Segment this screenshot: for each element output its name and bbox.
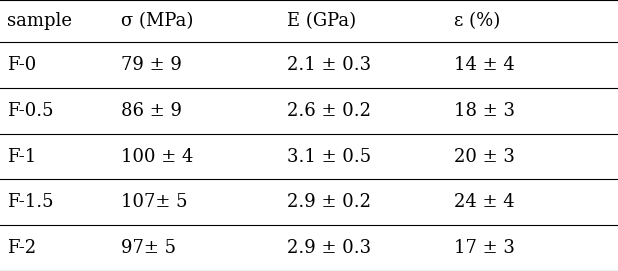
Text: 17 ± 3: 17 ± 3: [454, 239, 515, 257]
Text: F-1: F-1: [7, 147, 36, 166]
Text: ε (%): ε (%): [454, 12, 501, 30]
Text: 2.9 ± 0.2: 2.9 ± 0.2: [287, 193, 371, 211]
Text: 86 ± 9: 86 ± 9: [121, 102, 182, 120]
Text: sample: sample: [7, 12, 72, 30]
Text: 24 ± 4: 24 ± 4: [454, 193, 515, 211]
Text: 97± 5: 97± 5: [121, 239, 176, 257]
Text: F-2: F-2: [7, 239, 36, 257]
Text: F-1.5: F-1.5: [7, 193, 54, 211]
Text: σ (MPa): σ (MPa): [121, 12, 193, 30]
Text: 2.6 ± 0.2: 2.6 ± 0.2: [287, 102, 371, 120]
Text: 14 ± 4: 14 ± 4: [454, 56, 515, 74]
Text: 18 ± 3: 18 ± 3: [454, 102, 515, 120]
Text: E (GPa): E (GPa): [287, 12, 357, 30]
Text: F-0: F-0: [7, 56, 36, 74]
Text: F-0.5: F-0.5: [7, 102, 54, 120]
Text: 3.1 ± 0.5: 3.1 ± 0.5: [287, 147, 371, 166]
Text: 2.1 ± 0.3: 2.1 ± 0.3: [287, 56, 371, 74]
Text: 20 ± 3: 20 ± 3: [454, 147, 515, 166]
Text: 100 ± 4: 100 ± 4: [121, 147, 193, 166]
Text: 107± 5: 107± 5: [121, 193, 187, 211]
Text: 2.9 ± 0.3: 2.9 ± 0.3: [287, 239, 371, 257]
Text: 79 ± 9: 79 ± 9: [121, 56, 182, 74]
